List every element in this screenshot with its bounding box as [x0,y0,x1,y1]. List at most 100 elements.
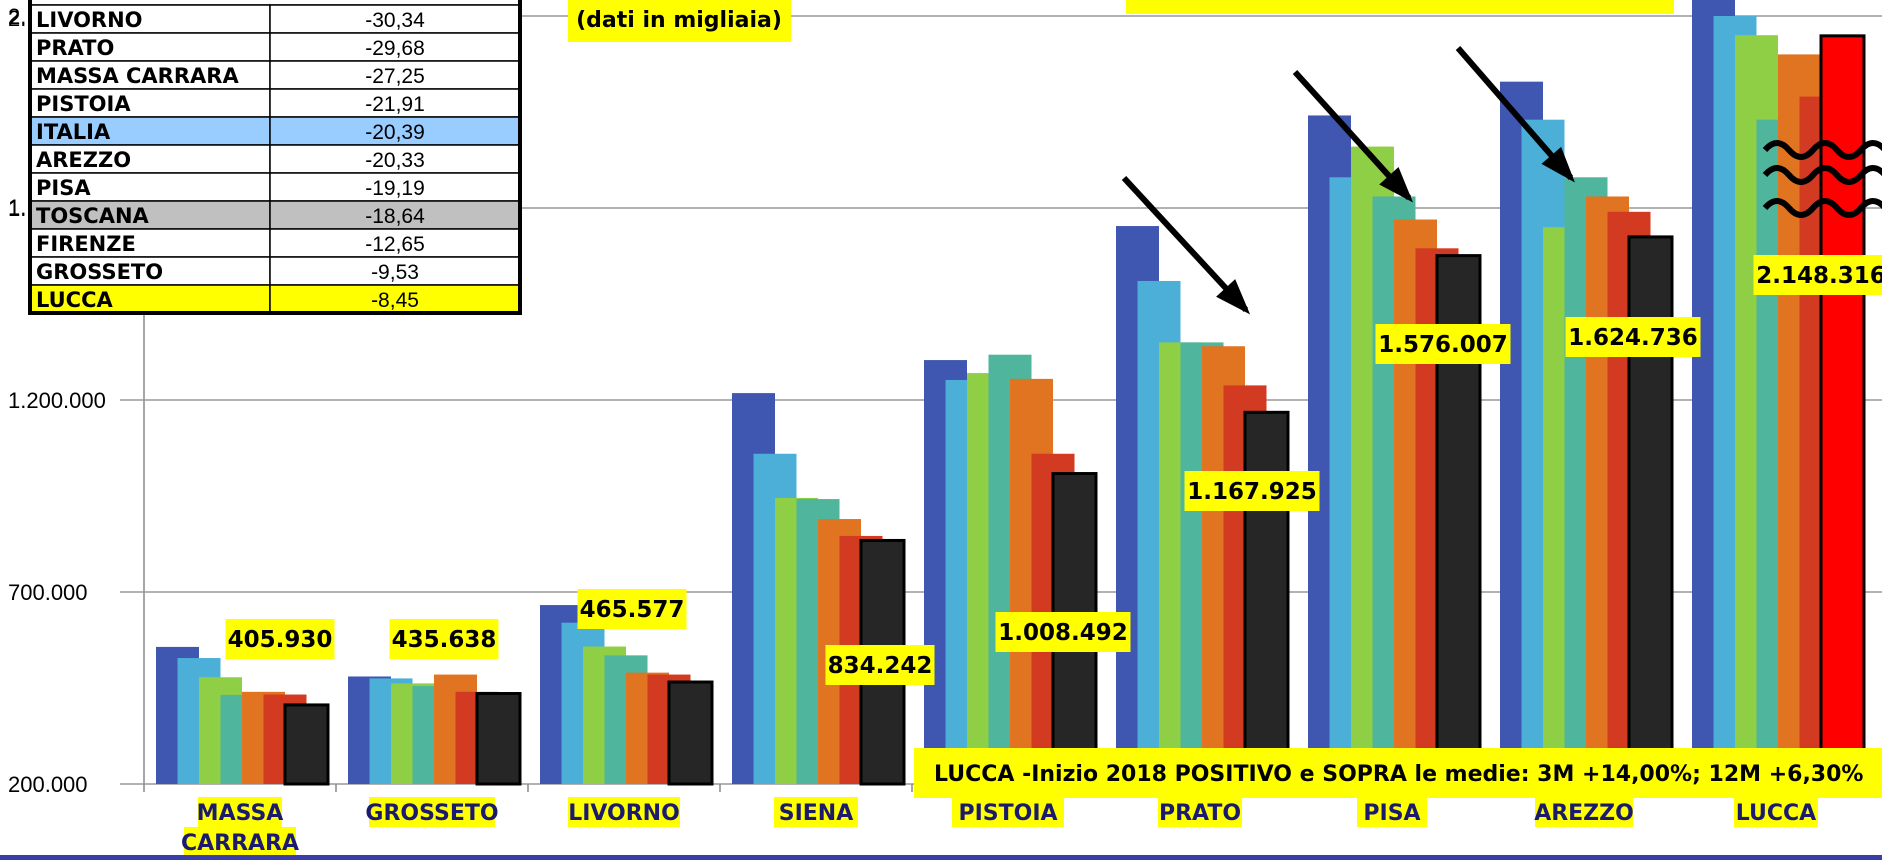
arrow-head [1541,146,1575,183]
table-row: FIRENZE -12,65 [29,228,521,258]
data-label-text: 1.576.007 [1378,332,1508,358]
arrow-icon [1455,46,1575,183]
data-label-text: 405.930 [228,627,333,653]
table-row: ITALIA -20,39 [29,116,521,146]
category-label: MASSA CARRARA [181,797,299,857]
bar [1243,410,1290,786]
data-label: 465.577 [577,589,687,629]
data-label-bg [389,619,499,659]
category-label: GROSSETO [365,797,499,827]
table-row-value: -8,45 [371,289,419,312]
data-label: 1.576.007 [1375,324,1511,364]
table-row-value: -29,68 [365,37,425,60]
category-label-text: AREZZO [1534,801,1634,826]
category-label: LIVORNO [568,797,680,827]
table-cell [29,88,271,118]
data-label-text: 1.008.492 [998,620,1128,646]
data-label-bg [825,645,935,685]
category-label-text: PRATO [1159,801,1241,826]
category-label-text: LUCCA [1736,801,1816,826]
table-row: PISA -19,19 [29,172,521,202]
category-label-bg [369,797,495,827]
category-label-bg [1158,797,1242,827]
table-cell [269,88,521,118]
data-label: 1.167.925 [1184,471,1320,511]
table-row: GROSSETO -9,53 [29,256,521,286]
category-label-bg [952,797,1064,827]
headline-bg [914,748,1882,798]
table-cell [269,144,521,174]
table-row: PISTOIA -21,91 [29,88,521,118]
table-row: AREZZO -20,33 [29,144,521,174]
table-row-value: -18,64 [365,205,425,228]
category-label-bg [568,797,680,827]
category-label: PRATO [1158,797,1242,827]
table-cell [269,256,521,286]
category-label-text: GROSSETO [365,801,498,826]
data-label: 1.008.492 [995,612,1131,652]
break-squiggle-icon [1762,198,1882,218]
headline-text: LUCCA -Inizio 2018 POSITIVO e SOPRA le m… [934,762,1863,787]
data-label: 834.242 [825,645,935,685]
data-label-bg [225,619,335,659]
data-label-bg [1375,324,1511,364]
table-row-value: -27,25 [365,65,425,88]
table-cell [29,284,271,314]
category-label: LUCCA [1734,797,1818,827]
subtitle-box: (dati in migliaia) [568,0,791,42]
arrow-head [1379,167,1414,203]
break-squiggle-icon [1762,165,1882,185]
bar [283,703,330,786]
data-label: 405.930 [225,619,335,659]
category-label-text: PISTOIA [958,801,1057,826]
category-label-bg [1357,797,1427,827]
bar [475,692,522,786]
table-row-value: -20,33 [365,149,425,172]
category-label-text: MASSA [197,801,284,826]
y-tick-label-partial: 2. [8,6,26,31]
table-row-value: -12,65 [365,233,425,256]
table-cell [269,116,521,146]
category-label-text: PISA [1363,801,1420,826]
category-label: PISTOIA [952,797,1064,827]
table-row-value: -30,34 [365,9,425,32]
y-tick-label: 1. [8,196,26,221]
y-tick-label: 1.200.000 [8,388,106,413]
y-tick-label-partial: 1. [8,195,26,220]
category-label: AREZZO [1534,797,1634,827]
category-label-bg [198,797,282,827]
data-label-text: 465.577 [580,597,685,623]
table-row-name: TOSCANA [36,204,150,228]
arrow-icon [1121,175,1251,315]
table-cell [269,172,521,202]
table-row: TOSCANA -18,64 [29,200,521,230]
table-cell [29,228,271,258]
table-row-name: PISTOIA [36,92,131,116]
y-tick-label: 700.000 [8,580,88,605]
data-label-text: 1.624.736 [1568,325,1698,351]
table-row-name: PISA [36,176,91,200]
table-row: LUCCA -8,45 [29,284,521,314]
table-cell [29,4,271,34]
table-row: MASSA CARRARA -27,25 [29,60,521,90]
table-row-name: FIRENZE [36,232,136,256]
ranking-table: LIVORNO -30,34 PRATO -29,68 MASSA CARRARA -27… [8,0,522,315]
bar [1819,34,1866,786]
table-cell [269,200,521,230]
data-label-text: 834.242 [828,653,933,679]
y-tick-label: 200.000 [8,772,88,797]
subtitle-bg [568,0,791,42]
category-label-text: LIVORNO [568,801,680,826]
table-row-value: -21,91 [365,93,425,116]
table-cell [29,60,271,90]
headline-top-strip [1126,0,1674,14]
category-label-text: CARRARA [181,831,299,856]
category-label: PISA [1357,797,1427,827]
data-labels: MASSA CARRARA GROSSETO LIVORNO SIENA PISTOIA P… [181,255,1882,857]
arrow-icon [1292,69,1414,203]
break-squiggle-icon [1762,140,1882,160]
category-label-bg [1734,797,1818,827]
table-row-name: MASSA CARRARA [36,64,239,88]
table-row-value: -9,53 [371,261,419,284]
